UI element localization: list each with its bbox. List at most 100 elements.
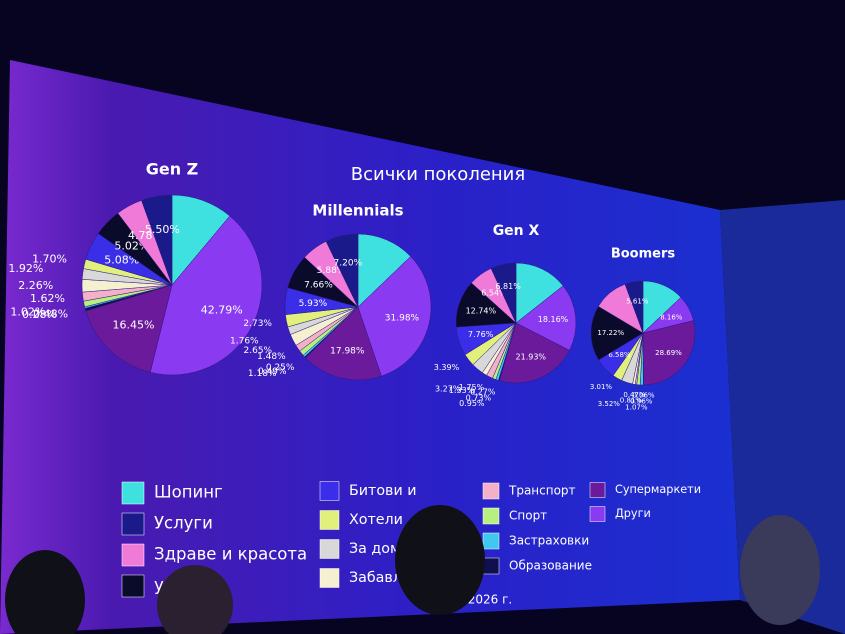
value-label: 8.16% (660, 314, 683, 322)
value-label: 1.33% (449, 386, 475, 395)
value-label: 5.88% (317, 266, 346, 276)
value-label: 7.76% (468, 330, 494, 339)
value-label: 0.06% (632, 391, 655, 399)
pie-title: Gen Z (146, 160, 199, 179)
legend-label: Супермаркети (615, 483, 701, 496)
value-label: 12.74% (466, 306, 497, 315)
legend-label: Образование (509, 559, 592, 573)
value-label: 5.08% (104, 254, 139, 267)
value-label: 1.75% (459, 383, 485, 392)
legend-swatch (319, 539, 340, 559)
pie-slice (149, 215, 263, 376)
value-label: 0.95% (459, 399, 485, 408)
value-label: 0.48% (33, 308, 68, 321)
pie-slice (590, 306, 644, 361)
pie-slice (305, 306, 382, 381)
value-label: 0.28% (22, 308, 57, 321)
value-label: 1.48% (257, 352, 286, 362)
value-label: 0.47% (623, 391, 646, 399)
value-label: 0.96% (630, 398, 653, 406)
pie-chart: Gen Z 42.79% 16.45% 0.48%0.28%1.02%1.62%2.2… (8, 160, 263, 376)
value-label: 3.39% (434, 363, 460, 372)
audience-head (5, 550, 85, 634)
pie-slice (490, 262, 517, 324)
pie-slice (624, 280, 644, 334)
pie-slice (642, 320, 696, 386)
pie-slice (515, 262, 564, 324)
value-label: 3.01% (590, 383, 613, 391)
audience-head (395, 505, 485, 615)
wall (720, 200, 845, 634)
value-label: 21.93% (516, 353, 547, 362)
legend-swatch (589, 482, 606, 498)
audience-head (157, 565, 233, 634)
legend-swatch (319, 510, 340, 530)
pie-slice (325, 233, 359, 308)
legend-swatch (482, 482, 500, 500)
pie-chart: Millennials 31.98% 17.98% 0.25%0.49%1.18% 1.… (230, 202, 432, 381)
pie-chart: Gen X 18.16% 21.93% 0.27%0.73%0.95% 1.75%1.3… (434, 223, 577, 408)
footer: 2026 г. (468, 593, 512, 607)
pie-slice (357, 233, 412, 308)
value-label: 31.98% (385, 313, 420, 323)
legend-label: Хотели (349, 512, 403, 528)
legend-label: Здраве и красота (154, 545, 307, 564)
legend-swatch (482, 532, 500, 550)
legend-label: Забавле (349, 570, 411, 586)
value-label: 7.20% (334, 258, 363, 268)
value-label: 1.70% (32, 253, 67, 266)
legend-swatch (121, 574, 145, 598)
value-label: 7.66% (304, 280, 333, 290)
legend-label: Спорт (509, 509, 547, 523)
pie-slice (357, 256, 432, 377)
value-label: 2.65% (244, 346, 273, 356)
value-label: 3.52% (598, 400, 621, 408)
value-label: 16.45% (113, 318, 155, 331)
legend-label: Застраховки (509, 534, 589, 548)
legend-label: Услуги (154, 514, 213, 533)
legend-label: Шопинг (154, 483, 223, 502)
legend-label: Битови и (349, 483, 417, 499)
slide-title: Всички поколения (351, 164, 525, 185)
legend-swatch (482, 557, 500, 575)
value-label: 0.81% (620, 397, 643, 405)
value-label: 3.27% (435, 385, 461, 394)
value-label: 1.07% (625, 404, 648, 412)
value-label: 6.81% (495, 282, 521, 291)
pie-slice (85, 284, 173, 373)
legend-swatch (121, 512, 145, 536)
value-label: 1.18% (248, 369, 277, 379)
value-label: 5.93% (299, 299, 328, 309)
value-label: 0.27% (470, 388, 496, 397)
value-label: 42.79% (201, 303, 243, 316)
value-label: 6.54% (481, 289, 507, 298)
value-label: 0.73% (466, 394, 492, 403)
value-label: 5.61% (626, 297, 649, 305)
legend-label: Други (615, 507, 651, 520)
value-label: 6.58% (608, 351, 631, 359)
value-label: 17.98% (330, 346, 365, 356)
legend-swatch (121, 543, 145, 567)
pie-slice (141, 194, 173, 286)
value-label: 0.49% (258, 367, 287, 377)
value-label: 18.16% (538, 315, 569, 324)
value-label: 2.73% (243, 319, 272, 329)
value-label: 28.69% (655, 349, 682, 357)
value-label: 1.02% (10, 305, 45, 318)
audience-head (740, 515, 820, 625)
legend-swatch (319, 568, 340, 588)
pie-title: Gen X (493, 223, 540, 239)
value-label: 1.92% (8, 262, 43, 275)
legend-swatch (319, 481, 340, 501)
pie-slice (515, 285, 577, 351)
value-label: 1.76% (230, 337, 259, 347)
pie-chart: Boomers 8.16% 28.69% 0.06%0.96%1.07% 0.47%0.… (590, 247, 696, 412)
value-label: 0.25% (266, 363, 295, 373)
pie-title: Boomers (611, 247, 676, 262)
value-label: 1.62% (30, 292, 65, 305)
value-label: 17.22% (597, 329, 624, 337)
pie-slice (499, 322, 570, 384)
legend-swatch (589, 506, 606, 522)
